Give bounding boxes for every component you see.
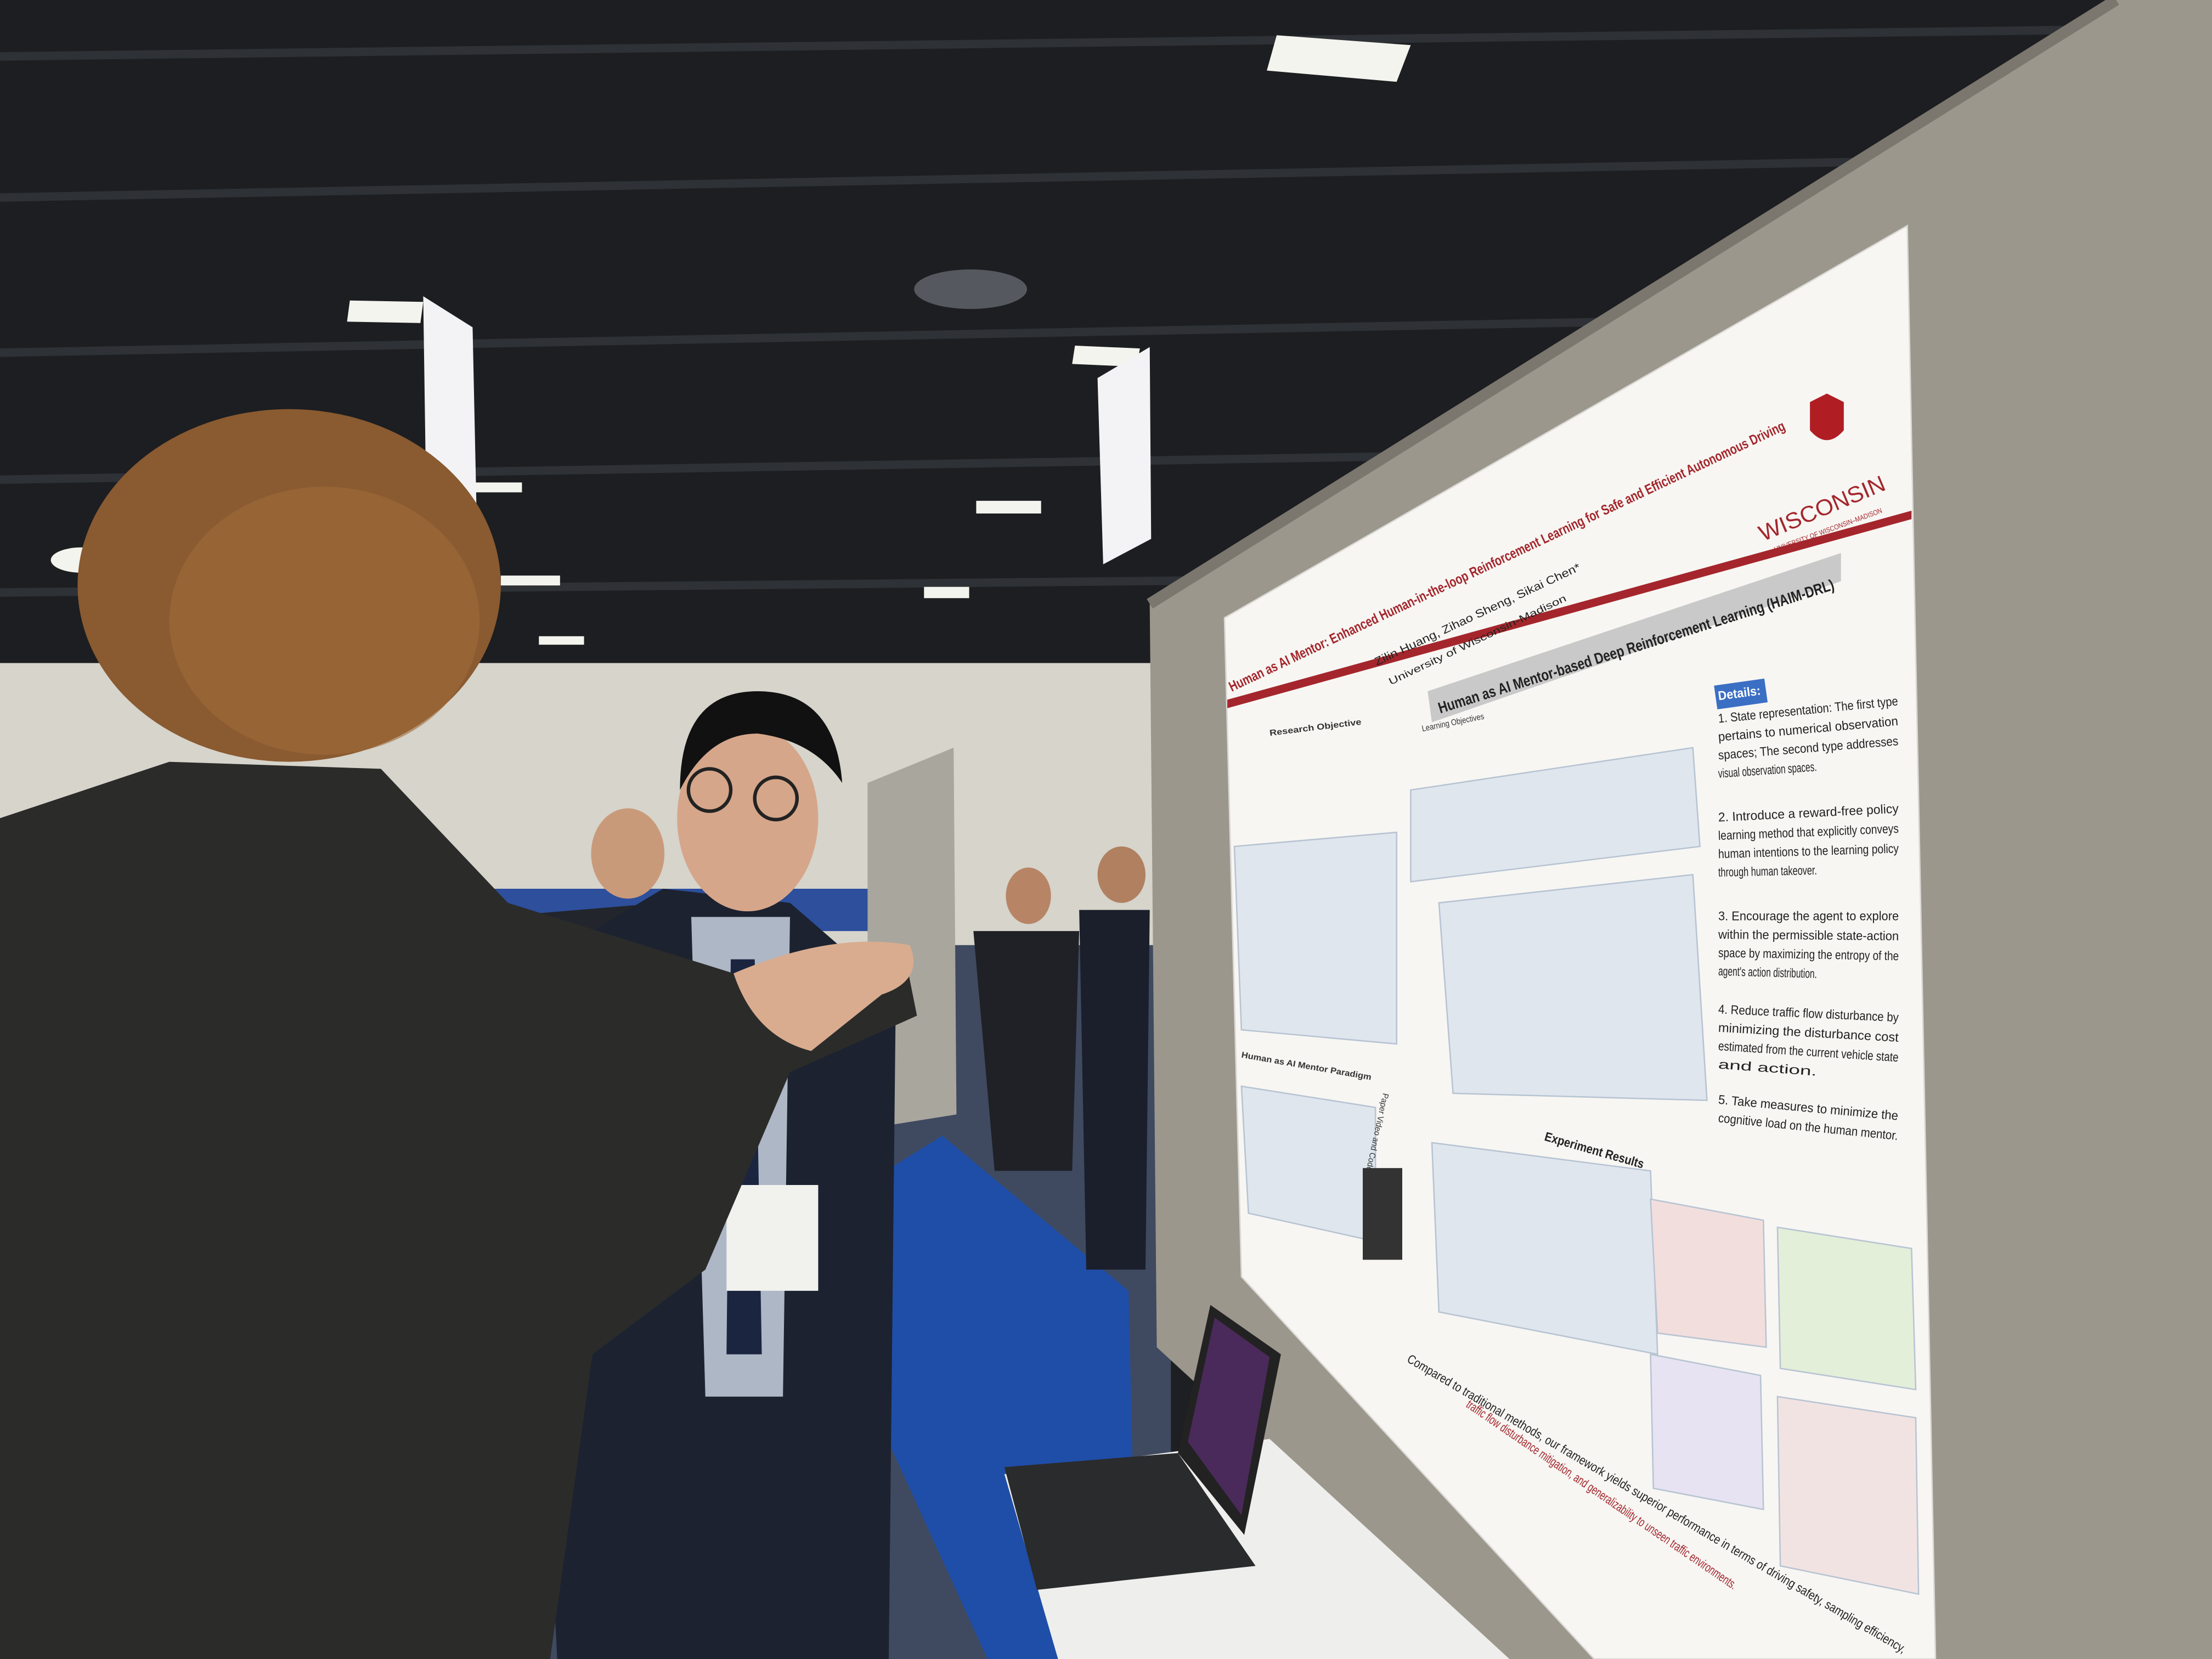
visitor-hair: [169, 487, 480, 755]
person-bg: [591, 808, 665, 899]
wisconsin-crest: [1810, 393, 1844, 441]
poster-text: through human takeover.: [1718, 863, 1818, 879]
poster-text: space by maximizing the entropy of the: [1718, 945, 1899, 963]
presenter-face: [677, 725, 819, 912]
badge: [726, 1185, 819, 1291]
visitor-jacket: [0, 761, 917, 1659]
person-bg: [1079, 910, 1150, 1270]
hanging-sign: [1097, 347, 1152, 565]
poster-text: 3. Encourage the agent to explore: [1718, 909, 1899, 923]
person-bg: [973, 931, 1080, 1171]
poster-text: within the permissible state-action: [1718, 927, 1899, 943]
board-frame: [1147, 0, 2119, 609]
presenter-hair: [680, 691, 843, 790]
laptop-base: [1004, 1453, 1256, 1590]
laptop-screen: [1188, 1317, 1270, 1515]
poster-title-rule: [1227, 510, 1912, 708]
person-bg: [1097, 846, 1146, 903]
main-heading-band: [1427, 553, 1841, 723]
visitor-hand: [733, 941, 913, 1051]
glasses: [686, 767, 799, 822]
person-bg: [1006, 867, 1051, 924]
vent: [914, 269, 1027, 309]
poster-figures: [1233, 747, 1920, 1595]
poster-text: agent's action distribution.: [1718, 964, 1818, 981]
details-badge: [1714, 678, 1768, 710]
